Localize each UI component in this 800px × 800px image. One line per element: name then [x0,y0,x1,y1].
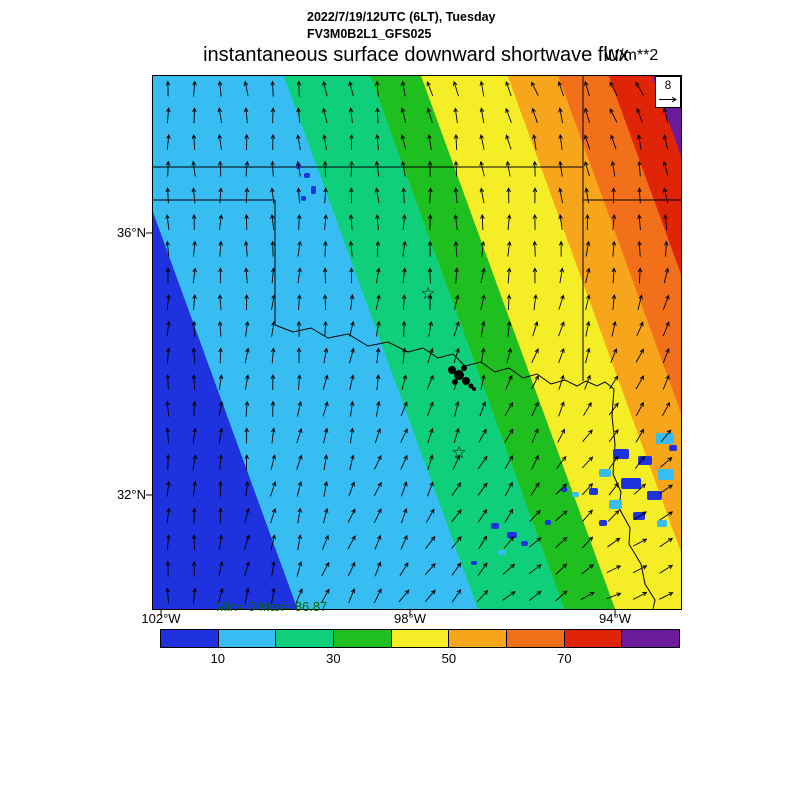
cloud-patch [304,173,310,178]
cloud-patch [657,520,667,527]
units-label: W/m**2 [604,47,659,64]
reference-vector-value: 8 [665,80,671,92]
star-marker-icon: ☆ [420,284,435,303]
datetime-line: 2022/7/19/12UTC (6LT), Tuesday [307,10,496,24]
cloud-patch [638,456,652,465]
blob-marker [454,370,464,380]
cloud-patch [656,433,674,444]
colorbar-tick-label: 10 [210,651,225,666]
map-markers: ☆☆ [420,284,476,462]
colorbar-tick-label: 50 [441,651,457,666]
lon-label-98w: 98°W [394,611,426,626]
colorbar-segment [275,629,335,648]
cloud-patch [572,492,579,497]
blob-marker [461,365,467,371]
cloud-patches [296,164,677,565]
blob-marker [448,366,456,374]
blob-marker [468,383,474,389]
cloud-patch [545,520,551,525]
colorbar-segment [448,629,508,648]
cloud-patch [658,469,674,480]
star-marker-icon: ☆ [451,443,466,462]
cloud-patch [471,561,477,565]
colorbar-segment [217,629,277,648]
minmax-label: Min= 0 Max= 86.87 [216,599,328,614]
lat-label-36n: 36°N [116,225,146,240]
state-borders [153,76,681,610]
cloud-patch [647,491,662,500]
colorbar-segment [506,629,565,648]
colorbar-segment [333,629,392,648]
cloud-patch [609,500,622,509]
cloud-patch [301,196,306,201]
colorbar-segment [621,629,681,648]
colorbar-segment [160,629,219,648]
map-overlay: ☆☆ 8 [146,76,681,616]
colorbar-segment [390,629,450,648]
cloud-patch [507,532,517,538]
cloud-patch [669,445,677,451]
colorbar-tick-label: 30 [326,651,341,666]
cloud-patch [561,487,567,492]
colorbar [160,629,681,648]
lon-label-94w: 94°W [599,611,631,626]
cloud-patch [521,541,528,546]
cloud-patch [311,186,316,194]
blob-marker [452,379,458,385]
reference-vector-arrow-icon [659,96,678,103]
plot-title: instantaneous surface downward shortwave… [203,44,629,66]
cloud-patch [621,478,641,489]
wind-vectors [165,80,674,604]
cloud-patch [498,550,506,555]
reference-vector-box: 8 [655,76,681,108]
cloud-patch [599,469,611,477]
blob-marker [462,377,470,385]
lon-label-102w: 102°W [141,611,181,626]
lat-label-32n: 32°N [116,487,146,502]
wind-arrows [165,80,674,604]
model-line: FV3M0B2L1_GFS025 [307,27,432,41]
reference-vector-frame [655,76,681,108]
blob-marker [472,387,476,391]
colorbar-ticks: 10 30 50 70 [160,651,680,667]
cloud-patch [599,520,607,526]
map-plot: ☆ ☆ 8 [146,75,682,616]
colorbar-segment [563,629,623,648]
cloud-patch [491,523,499,529]
axis-ticks [146,232,616,616]
cloud-patch [589,488,598,495]
colorbar-tick-label: 70 [557,651,572,666]
